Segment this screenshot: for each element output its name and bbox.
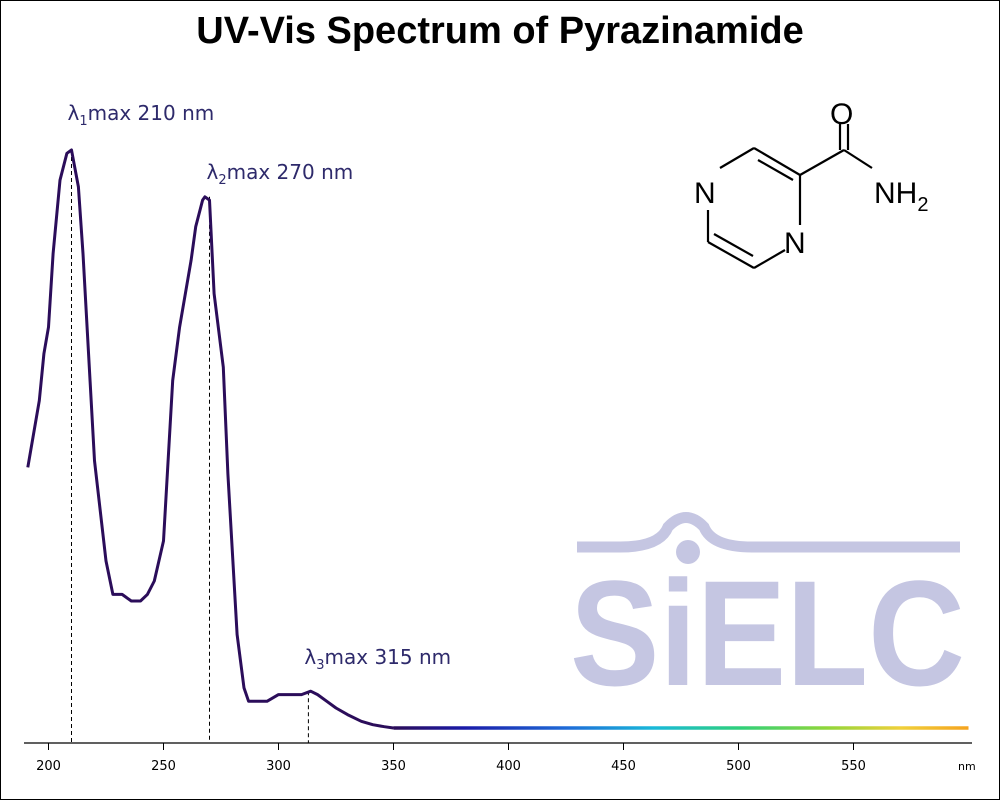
series-group	[26, 148, 969, 730]
x-tick-label: 300	[266, 759, 291, 774]
x-tick-label: 450	[611, 759, 636, 774]
molecule-structure	[706, 124, 873, 269]
x-axis-ticks: 200 250 300 350 400 450 500 550	[36, 743, 866, 774]
x-tick-label: 500	[726, 759, 751, 774]
x-tick-label: 200	[36, 759, 61, 774]
bond	[799, 149, 845, 176]
oxygen-atom: O	[830, 98, 853, 131]
bond	[719, 147, 755, 169]
spectrum-line	[26, 148, 394, 730]
amide-group: NH2	[874, 177, 928, 216]
x-tick-label: 550	[841, 759, 866, 774]
x-tick-label: 250	[151, 759, 176, 774]
peak-label: λ1max 210 nm	[68, 101, 215, 129]
bond	[713, 233, 754, 257]
amide-subscript: 2	[917, 194, 928, 216]
peak-label: λ3max 315 nm	[304, 645, 451, 673]
sielc-logo: SiELC	[570, 512, 965, 717]
logo-text: SiELC	[570, 549, 965, 717]
bond	[753, 249, 786, 269]
bond	[707, 241, 755, 269]
nitrogen-atom-2: N	[784, 227, 806, 260]
chart-title: UV-Vis Spectrum of Pyrazinamide	[196, 10, 804, 52]
peak-markers	[71, 150, 309, 743]
peak-annotations: λ1max 210 nm λ2max 270 nm λ3max 315 nm	[68, 101, 452, 673]
x-axis-unit: nm	[958, 760, 976, 773]
nitrogen-atom-1: N	[694, 177, 716, 210]
peak-label: λ2max 270 nm	[207, 160, 354, 188]
bond	[843, 149, 873, 169]
x-tick-label: 400	[496, 759, 521, 774]
bond	[753, 147, 801, 176]
x-tick-label: 350	[381, 759, 406, 774]
bond	[757, 159, 794, 181]
amide-nh: NH	[874, 177, 917, 210]
